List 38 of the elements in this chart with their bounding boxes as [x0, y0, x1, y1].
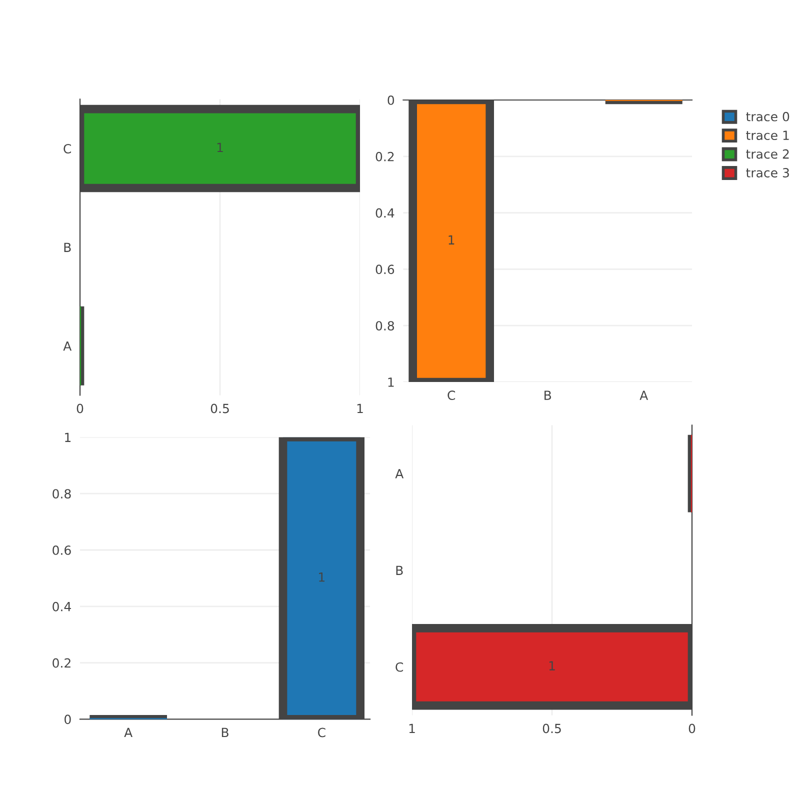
x-tick-label: 0.5 — [542, 724, 561, 734]
y-tick-label: 0 — [388, 95, 394, 105]
y-tick-label: B — [396, 566, 403, 575]
x-tick-label: 0.5 — [210, 404, 229, 414]
x-tick-label: A — [124, 728, 133, 738]
y-tick-label: 1 — [388, 378, 394, 387]
x-tick-label: C — [448, 390, 456, 400]
y-tick-label: 0.6 — [52, 545, 71, 555]
y-tick-label: 1 — [65, 432, 71, 442]
x-tick-label: 1 — [409, 724, 415, 734]
x-tick-label: C — [318, 728, 326, 738]
data-label: 1 — [217, 142, 223, 152]
data-label: 1 — [319, 572, 324, 582]
y-tick-label: 0 — [64, 714, 71, 724]
y-tick-label: B — [64, 242, 71, 252]
x-tick-label: B — [544, 390, 552, 400]
legend-label: trace 1 — [746, 130, 789, 140]
x-tick-label: 1 — [357, 404, 363, 414]
legend-label: trace 2 — [746, 149, 789, 159]
y-tick-label: 0.4 — [376, 208, 394, 218]
x-tick-label: 0 — [76, 404, 84, 414]
y-tick-label: 0.6 — [376, 264, 394, 274]
y-tick-label: 0.2 — [52, 658, 70, 668]
data-label: 1 — [448, 235, 454, 244]
y-tick-label: C — [396, 662, 403, 672]
y-tick-label: 0.2 — [376, 152, 394, 162]
x-tick-label: 0 — [688, 724, 696, 734]
y-tick-label: 0.8 — [376, 321, 394, 331]
y-tick-label: A — [63, 342, 72, 351]
legend-label: trace 0 — [746, 112, 790, 122]
data-label: 1 — [549, 661, 555, 670]
x-tick-label: A — [640, 390, 648, 400]
y-tick-label: 0.8 — [52, 489, 71, 499]
y-tick-label: A — [395, 469, 404, 478]
y-tick-label: C — [64, 144, 71, 154]
y-tick-label: 0.4 — [52, 602, 71, 612]
x-tick-label: B — [222, 728, 228, 738]
legend-label: trace 3 — [746, 168, 789, 178]
